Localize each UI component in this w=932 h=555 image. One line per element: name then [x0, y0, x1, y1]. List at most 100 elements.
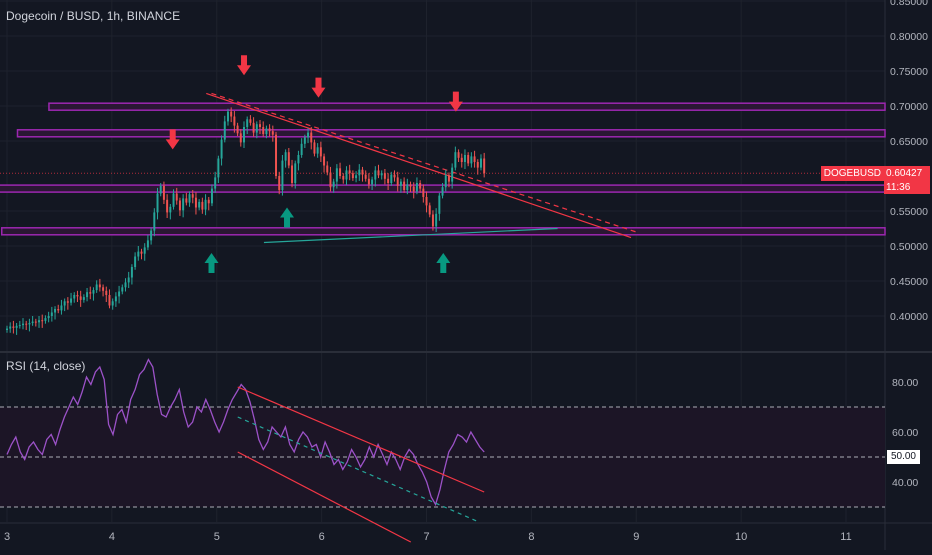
rsi-line: [6, 358, 485, 507]
price-axis-tick: 0.50000: [890, 241, 928, 253]
time-axis-tick: 5: [214, 531, 220, 543]
candle-body: [214, 177, 217, 189]
candle-body: [399, 181, 402, 186]
symbol-price-label: DOGEBUSD: [820, 166, 884, 181]
candle-body: [79, 296, 82, 300]
candle-body: [319, 147, 322, 157]
candle-body: [150, 230, 153, 241]
candle-body: [342, 176, 345, 180]
candle-body: [50, 312, 53, 316]
candle-body: [162, 185, 165, 200]
candle-body: [284, 152, 287, 161]
time-axis-tick: 8: [528, 531, 534, 543]
candle-body: [118, 291, 121, 297]
candle-body: [73, 295, 76, 299]
candle-body: [223, 121, 226, 140]
candle-body: [265, 128, 268, 134]
candle-body: [473, 156, 476, 162]
candle-body: [172, 193, 175, 207]
candle-body: [300, 143, 303, 155]
trendline: [206, 92, 632, 239]
candle-body: [178, 200, 181, 211]
symbol-title: Dogecoin / BUSD, 1h, BINANCE: [6, 9, 181, 23]
candle-body: [15, 325, 18, 328]
candle-body: [467, 155, 470, 164]
arrow-down-icon: [237, 55, 252, 76]
candle-body: [390, 174, 393, 183]
candle-body: [236, 125, 239, 134]
candle-body: [201, 201, 204, 210]
candle-body: [454, 152, 457, 168]
candle-body: [364, 174, 367, 179]
candle-body: [351, 173, 354, 179]
candle-body: [380, 173, 383, 176]
candle-body: [310, 132, 313, 143]
candle-body: [134, 256, 137, 267]
price-axis-tick: 0.65000: [890, 136, 928, 148]
candle-body: [194, 197, 197, 208]
candle-body: [25, 323, 28, 325]
candle-body: [339, 168, 342, 176]
candle-body: [63, 301, 66, 306]
candle-body: [281, 160, 284, 190]
candle-body: [230, 111, 233, 117]
time-axis-tick: 7: [423, 531, 429, 543]
time-axis-tick: 10: [735, 531, 747, 543]
candle-body: [419, 183, 422, 189]
candle-body: [441, 187, 444, 196]
last-price-label: 0.60427: [884, 166, 930, 181]
rsi-indicator-title[interactable]: RSI (14, close): [6, 359, 86, 373]
candle-body: [438, 195, 441, 214]
candle-body: [332, 181, 335, 188]
candle-body: [146, 240, 149, 248]
price-axis-tick: 0.45000: [890, 276, 928, 288]
candle-body: [204, 199, 207, 210]
resistance-zone: [16, 129, 886, 138]
candle-body: [374, 170, 377, 180]
candle-body: [38, 320, 41, 323]
candle-body: [140, 251, 143, 254]
rsi-channel-mid: [237, 416, 480, 523]
candle-body: [278, 176, 281, 190]
candle-body: [31, 321, 34, 323]
candle-body: [428, 205, 431, 215]
bar-countdown-label: 11:36: [884, 181, 930, 194]
candle-body: [44, 318, 47, 321]
candle-body: [275, 134, 278, 176]
candle-body: [156, 193, 159, 213]
candle-body: [403, 181, 406, 190]
candle-body: [425, 197, 428, 206]
candle-body: [130, 267, 133, 278]
candle-body: [47, 316, 50, 319]
candle-body: [303, 137, 306, 144]
candle-body: [323, 156, 326, 166]
candle-body: [22, 323, 25, 326]
trendline: [211, 92, 637, 233]
candle-body: [95, 284, 98, 291]
trendline: [263, 227, 558, 244]
candle-body: [259, 124, 261, 127]
candle-body: [483, 158, 486, 174]
candle-body: [348, 170, 351, 174]
rsi-channel-lower: [237, 451, 412, 543]
price-axis-tick: 0.40000: [890, 311, 928, 323]
candle-body: [294, 163, 297, 183]
candle-body: [422, 188, 425, 197]
candle-body: [124, 282, 127, 288]
candle-body: [217, 158, 220, 178]
candle-body: [89, 292, 92, 294]
time-axis-tick: 9: [633, 531, 639, 543]
resistance-zone: [1, 227, 886, 236]
arrow-up-icon: [436, 253, 451, 273]
arrow-up-icon: [204, 253, 219, 273]
candle-body: [431, 214, 434, 227]
candle-body: [406, 184, 409, 190]
candle-body: [207, 199, 210, 204]
candle-body: [239, 133, 242, 143]
candle-body: [316, 147, 319, 154]
candle-body: [355, 175, 358, 179]
candle-body: [226, 111, 229, 122]
candle-body: [105, 290, 108, 295]
